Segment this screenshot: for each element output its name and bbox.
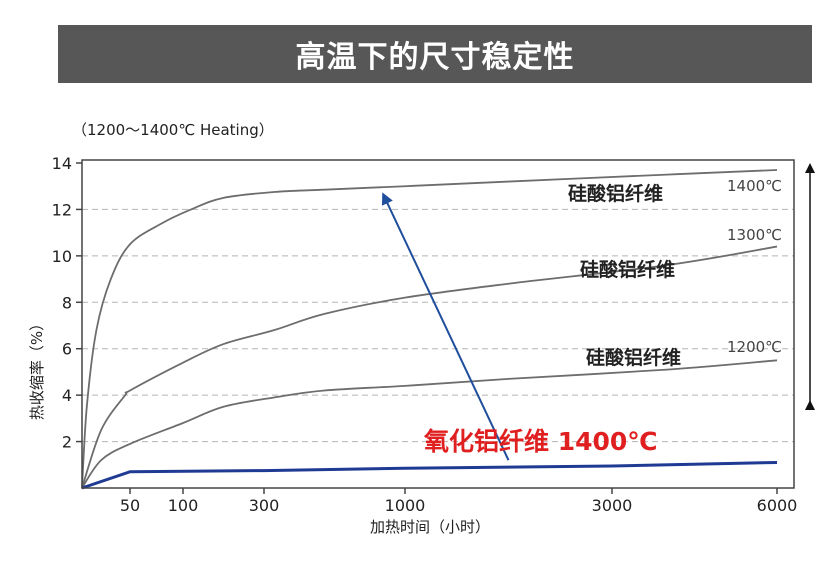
series-labels: 硅酸铝纤维 1400℃ 硅酸铝纤维 1300℃ 硅酸铝纤维 1200℃ 氧化铝纤维 1400… bbox=[423, 177, 782, 456]
y-tick-label: 2 bbox=[62, 433, 72, 452]
x-tick-label: 1000 bbox=[385, 496, 426, 515]
series-temperature-label: 1200℃ bbox=[727, 338, 782, 356]
series-line-silicate-1300 bbox=[81, 245, 778, 489]
x-tick-label: 6000 bbox=[757, 496, 798, 515]
plot-frame bbox=[81, 159, 795, 489]
x-tick-label: 100 bbox=[168, 496, 199, 515]
series-temperature-label: 1300℃ bbox=[727, 226, 782, 244]
y-tick-label: 6 bbox=[62, 340, 72, 359]
x-axis-title: 加热时间（小时） bbox=[370, 518, 490, 536]
x-axis-ticks: 50 100 300 1000 3000 6000 bbox=[120, 488, 798, 515]
gridlines bbox=[82, 208, 794, 443]
page-title-banner: 高温下的尺寸稳定性 bbox=[58, 25, 812, 83]
series-name-label: 硅酸铝纤维 bbox=[568, 182, 663, 205]
series-name-label: 硅酸铝纤维 bbox=[586, 346, 681, 369]
x-tick-label: 3000 bbox=[592, 496, 633, 515]
x-tick-label: 300 bbox=[249, 496, 280, 515]
plot-area bbox=[81, 169, 778, 490]
trend-arrow bbox=[381, 192, 510, 461]
y-tick-label: 4 bbox=[62, 386, 72, 405]
series-name-label: 硅酸铝纤维 bbox=[580, 258, 675, 281]
y-tick-label: 14 bbox=[52, 154, 72, 173]
y-tick-label: 8 bbox=[62, 293, 72, 312]
y-tick-label: 10 bbox=[52, 247, 72, 266]
x-tick-label: 50 bbox=[120, 496, 140, 515]
series-line-alumina-1400 bbox=[81, 460, 778, 490]
chart-subtitle: （1200～1400℃ Heating） bbox=[72, 121, 274, 139]
y-axis-ticks: 2 4 6 8 10 12 14 bbox=[52, 154, 82, 452]
alumina-highlight-label: 氧化铝纤维 1400℃ bbox=[423, 427, 658, 456]
series-temperature-label: 1400℃ bbox=[727, 177, 782, 195]
series-line-silicate-1200 bbox=[81, 359, 778, 489]
y-axis-title: 热收缩率（%） bbox=[28, 316, 46, 420]
series-line-silicate-1400 bbox=[81, 169, 778, 489]
page-title: 高温下的尺寸稳定性 bbox=[295, 40, 575, 75]
y-tick-label: 12 bbox=[52, 200, 72, 219]
